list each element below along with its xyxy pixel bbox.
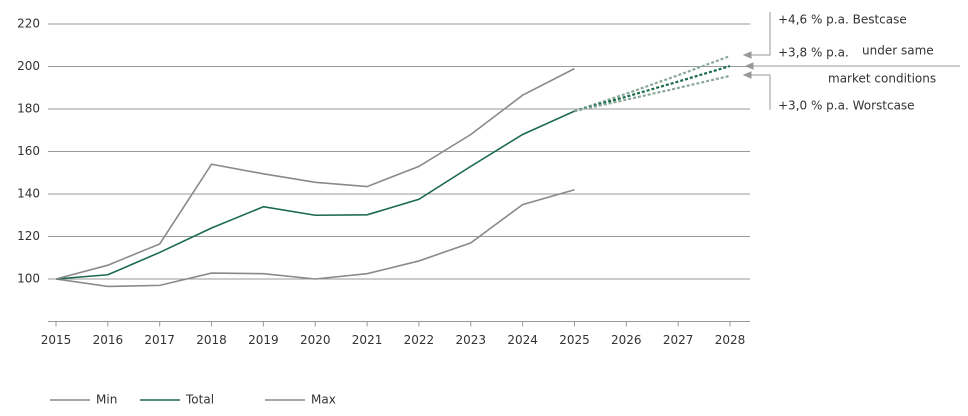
- legend-label: Max: [311, 393, 336, 407]
- x-tick-label: 2018: [196, 333, 227, 347]
- projection-line: [574, 74, 731, 113]
- x-tick-label: 2022: [404, 333, 435, 347]
- projection-line: [574, 65, 731, 113]
- x-tick-label: 2024: [507, 333, 538, 347]
- arrow-head: [742, 51, 752, 59]
- x-tick-label: 2019: [248, 333, 279, 347]
- y-tick-label: 180: [17, 102, 40, 116]
- annotation: market conditions: [828, 72, 936, 86]
- x-tick-label: 2021: [352, 333, 383, 347]
- y-tick-label: 220: [17, 17, 40, 31]
- x-tick-label: 2028: [715, 333, 746, 347]
- series-line: [55, 110, 575, 280]
- x-tick-label: 2027: [663, 333, 694, 347]
- x-tick-label: 2015: [41, 333, 72, 347]
- annotation: +4,6 % p.a. Bestcase: [778, 13, 907, 27]
- x-tick-label: 2016: [93, 333, 124, 347]
- best-arrow: [744, 12, 771, 56]
- x-tick-label: 2020: [300, 333, 331, 347]
- worst-arrow: [744, 74, 771, 110]
- legend-label: Total: [185, 393, 214, 407]
- arrow-head: [742, 71, 752, 79]
- y-tick-label: 140: [17, 187, 40, 201]
- projection-line: [574, 55, 731, 113]
- y-tick-label: 160: [17, 144, 40, 158]
- series-line: [55, 67, 575, 280]
- y-tick-label: 200: [17, 59, 40, 73]
- annotation: +3,8 % p.a.: [778, 46, 849, 60]
- x-tick-label: 2025: [559, 333, 590, 347]
- y-tick-label: 120: [17, 229, 40, 243]
- legend-label: Min: [96, 393, 117, 407]
- x-tick-label: 2017: [144, 333, 175, 347]
- x-tick-label: 2023: [455, 333, 486, 347]
- series-line: [55, 188, 575, 288]
- annotation: under same: [862, 44, 934, 58]
- y-tick-label: 100: [17, 272, 40, 286]
- x-tick-label: 2026: [611, 333, 642, 347]
- annotation-arrows: [742, 12, 960, 110]
- annotation: +3,0 % p.a. Worstcase: [778, 99, 915, 113]
